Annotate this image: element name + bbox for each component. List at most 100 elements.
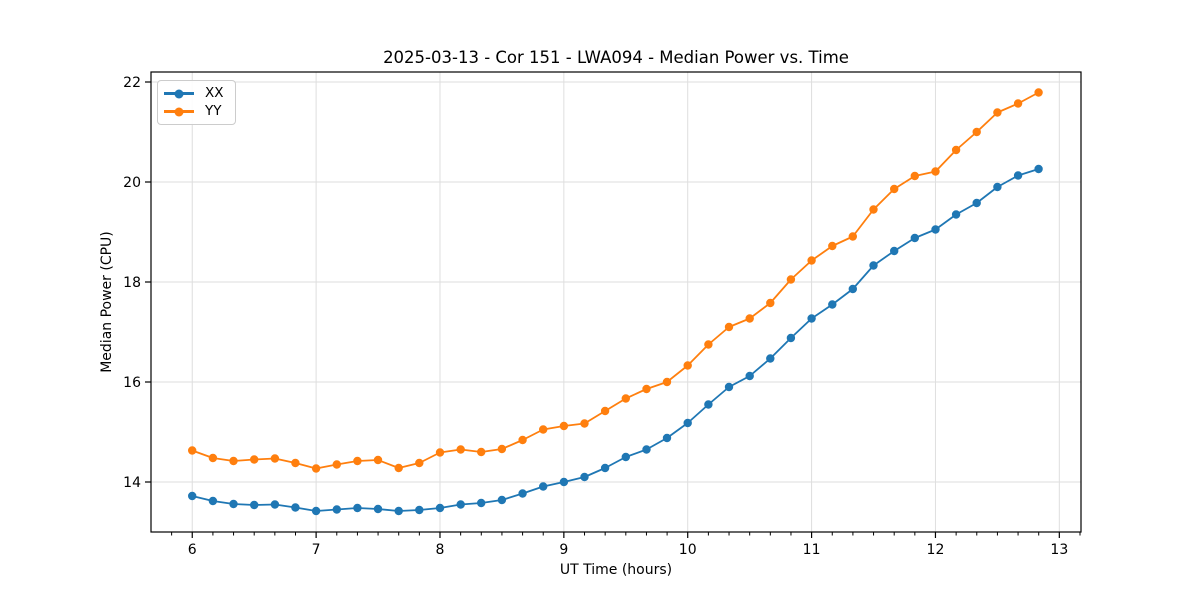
axes: [145, 71, 1082, 538]
series-xx-point: [662, 433, 672, 443]
legend-marker-yy: [174, 107, 184, 116]
series-xx-point: [1013, 171, 1023, 180]
series-yy-point: [621, 394, 630, 403]
series-yy-point: [559, 421, 569, 431]
plot-border: [150, 71, 1082, 533]
series-xx-point: [807, 314, 816, 323]
series-yy-line: [191, 91, 1040, 470]
series-xx-point: [353, 503, 362, 513]
series-yy-point: [353, 456, 362, 466]
series-xx-point: [373, 504, 383, 514]
legend-line-sample-xx: [164, 89, 194, 98]
series-yy-point: [662, 377, 672, 387]
x-tick-label: 10: [679, 542, 697, 558]
series-xx-point: [539, 482, 548, 491]
y-tick-label: 16: [123, 375, 141, 391]
series-xx-point: [910, 233, 919, 243]
legend-line-sample-yy: [164, 107, 194, 116]
series-xx-point: [229, 499, 238, 509]
series-group: [188, 88, 1043, 516]
series-xx-point: [332, 505, 341, 514]
series-yy-point: [291, 458, 300, 468]
series-yy-point: [394, 463, 403, 473]
series-yy-point: [724, 322, 734, 332]
series-xx-point: [848, 284, 857, 294]
series-xx-point: [766, 354, 775, 363]
series-yy-point: [477, 447, 486, 457]
series-xx-point: [497, 495, 507, 505]
series-xx-point: [250, 500, 259, 510]
series-yy-point: [600, 406, 610, 416]
series-xx-point: [188, 491, 197, 501]
series-yy-point: [683, 361, 692, 370]
series-xx-point: [270, 500, 280, 509]
series-yy-point: [1034, 88, 1043, 97]
y-tick-label: 22: [123, 75, 141, 91]
series-yy-point: [890, 184, 899, 194]
y-tick-label: 18: [123, 275, 141, 291]
series-xx-point: [415, 505, 424, 515]
series-yy-point: [642, 384, 651, 394]
series-yy-point: [456, 445, 465, 454]
series-xx-point: [477, 498, 486, 508]
series-yy-point: [518, 435, 527, 445]
series-yy-point: [993, 108, 1002, 117]
x-tick-label: 9: [559, 542, 568, 558]
x-tick-label: 11: [803, 542, 821, 558]
series-xx-point: [1034, 164, 1043, 174]
series-yy-point: [208, 453, 218, 463]
series-xx-point: [931, 225, 940, 234]
series-yy-point: [539, 425, 548, 434]
series-xx-point: [621, 452, 630, 462]
series-yy-point: [931, 167, 940, 176]
series-xx-point: [724, 382, 734, 392]
series-xx-point: [683, 418, 692, 428]
series-xx-point: [745, 371, 754, 381]
series-xx-point: [518, 489, 527, 498]
series-xx-point: [435, 503, 445, 513]
series-yy-point: [270, 454, 280, 463]
series-xx-point: [951, 210, 961, 219]
grid: [151, 72, 1081, 532]
series-yy-point: [373, 455, 383, 465]
series-yy-point: [497, 444, 507, 454]
series-xx-point: [890, 246, 899, 256]
series-yy-point: [869, 205, 878, 214]
x-tick-label: 7: [312, 542, 321, 558]
tick-labels: 6 7 8 9 10 11 12 13 14 16 18 20 22: [123, 75, 1068, 558]
series-xx-point: [291, 503, 300, 512]
x-tick-label: 6: [188, 542, 197, 558]
series-yy-point: [229, 456, 238, 466]
y-tick-label: 20: [123, 175, 141, 191]
series-yy-point: [704, 340, 713, 349]
series-yy-point: [766, 298, 775, 308]
legend-marker-xx: [174, 89, 184, 98]
series-yy-point: [580, 419, 589, 428]
series-xx-point: [580, 472, 589, 482]
legend: XX YY: [157, 80, 236, 125]
series-yy-point: [250, 455, 259, 464]
series-xx-line: [191, 168, 1039, 512]
series-yy-point: [188, 446, 197, 455]
series-yy-point: [332, 460, 341, 469]
series-xx-point: [828, 300, 837, 309]
legend-item-xx: XX: [164, 85, 224, 102]
y-axis-label: Median Power (CPU): [99, 231, 115, 373]
legend-label-yy: YY: [205, 103, 222, 119]
series-yy-point: [745, 314, 754, 323]
x-axis-label: UT Time (hours): [559, 562, 673, 578]
series-xx-point: [869, 261, 878, 270]
series-xx-point: [704, 400, 713, 409]
series-xx-point: [972, 198, 981, 208]
series-yy-point: [910, 171, 919, 181]
series-yy-point: [807, 256, 816, 265]
series-xx-point: [311, 506, 321, 516]
series-xx-point: [786, 333, 796, 343]
series-yy-point: [415, 458, 424, 468]
series-yy-point: [786, 275, 796, 284]
y-tick-label: 14: [123, 475, 141, 491]
x-tick-label: 12: [927, 542, 945, 558]
legend-label-xx: XX: [205, 85, 224, 101]
